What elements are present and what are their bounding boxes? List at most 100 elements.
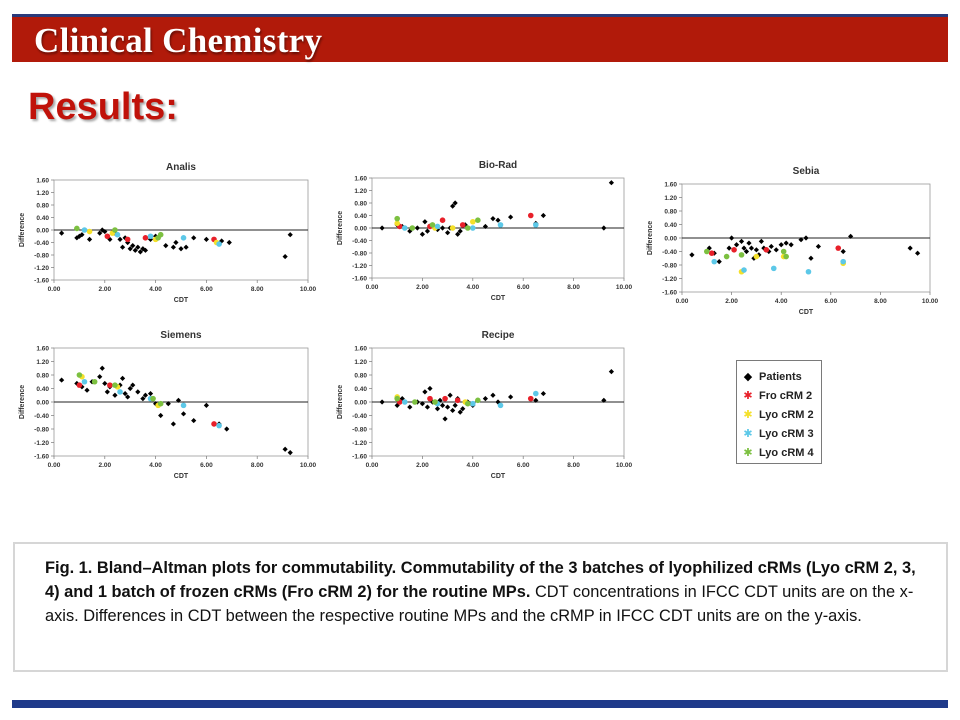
x-axis-label: CDT — [491, 295, 506, 302]
y-tick-label: -0.80 — [352, 251, 367, 258]
point-fro-crm-2 — [835, 245, 842, 251]
x-tick-label: 4.00 — [775, 298, 788, 305]
y-tick-label: 1.60 — [354, 346, 367, 353]
point-patients — [460, 406, 466, 412]
point-patients — [287, 450, 293, 456]
point-fro-crm-2 — [454, 397, 461, 404]
point-patients — [424, 228, 431, 234]
point-patients — [726, 245, 732, 251]
point-patients — [125, 239, 131, 246]
point-patients — [746, 240, 752, 246]
x-tick-label: 2.00 — [416, 462, 429, 469]
point-patients — [226, 239, 232, 246]
point-patients — [419, 401, 425, 407]
point-lyo-crm-4 — [432, 399, 438, 405]
point-patients — [729, 235, 735, 241]
point-lyo-crm-3 — [180, 235, 187, 241]
y-tick-label: -1.60 — [352, 454, 367, 461]
point-lyo-crm-4 — [783, 253, 789, 260]
point-patients — [508, 394, 514, 400]
x-tick-label: 8.00 — [874, 298, 887, 305]
point-patients — [788, 242, 794, 248]
y-tick-label: 0.00 — [36, 228, 49, 235]
point-patients — [112, 392, 118, 398]
y-tick-label: -1.20 — [34, 440, 49, 447]
y-tick-label: 1.20 — [36, 359, 49, 366]
x-tick-label: 0.00 — [48, 286, 61, 293]
y-tick-label: 0.40 — [36, 215, 49, 222]
legend-label: Lyo cRM 2 — [759, 408, 814, 421]
point-patients — [455, 231, 461, 237]
top-margin — [0, 0, 960, 14]
point-lyo-crm-4 — [76, 372, 83, 378]
point-patients — [540, 212, 546, 219]
point-patients — [741, 245, 747, 251]
point-patients — [803, 235, 809, 241]
point-fro-crm-2 — [142, 235, 149, 241]
y-tick-label: -0.40 — [34, 240, 49, 247]
point-lyo-crm-3 — [147, 233, 154, 240]
point-patients — [508, 214, 514, 220]
y-tick-label: 1.60 — [664, 182, 677, 189]
point-lyo-crm-3 — [533, 222, 539, 228]
point-lyo-crm-3 — [117, 389, 123, 395]
point-patients — [482, 223, 488, 230]
point-patients — [97, 374, 103, 380]
x-tick-label: 8.00 — [567, 462, 580, 469]
y-tick-label: -0.40 — [34, 413, 49, 420]
point-lyo-crm-3 — [216, 422, 222, 429]
y-tick-label: -0.40 — [352, 413, 367, 420]
y-tick-label: -1.60 — [34, 454, 49, 461]
point-lyo-crm-4 — [157, 231, 164, 238]
point-lyo-crm-2 — [86, 228, 93, 235]
point-patients — [282, 253, 288, 260]
point-lyo-crm-4 — [74, 225, 80, 232]
point-patients — [102, 380, 108, 387]
point-patients — [490, 392, 496, 398]
x-tick-label: 2.00 — [725, 298, 738, 305]
x-tick-label: 6.00 — [200, 286, 213, 293]
figure-caption: Fig. 1. Bland–Altman plots for commutabi… — [13, 542, 948, 672]
y-tick-label: 0.40 — [36, 386, 49, 393]
x-tick-label: 8.00 — [567, 284, 580, 291]
point-lyo-crm-3 — [401, 399, 408, 405]
y-axis-label: Difference — [19, 213, 26, 247]
point-patients — [439, 402, 446, 408]
y-tick-label: 0.80 — [36, 203, 49, 210]
star-marker-icon: ✱ — [743, 447, 753, 459]
plot-analis: Analis 1.60 1.20 0.80 0.40 0.00 -0.40 -0.80 -1.2… — [19, 162, 317, 304]
x-tick-label: 8.00 — [251, 462, 264, 469]
point-patients — [170, 421, 176, 427]
point-patients — [140, 246, 146, 252]
point-patients — [180, 411, 187, 417]
point-patients — [379, 399, 385, 405]
point-patients — [915, 250, 921, 256]
point-lyo-crm-4 — [464, 400, 471, 407]
point-patients — [733, 242, 740, 248]
point-patients — [482, 396, 488, 402]
x-tick-label: 6.00 — [824, 298, 837, 305]
point-lyo-crm-3 — [216, 241, 222, 247]
point-patients — [778, 242, 784, 248]
y-tick-label: -0.80 — [34, 253, 49, 260]
point-lyo-crm-4 — [112, 227, 118, 233]
point-lyo-crm-3 — [533, 390, 539, 397]
point-patients — [59, 377, 65, 383]
point-fro-crm-2 — [211, 421, 217, 427]
legend-item-lyo-crm2: ✱ Lyo cRM 2 — [741, 405, 817, 424]
y-tick-label: -1.20 — [34, 265, 49, 272]
point-patients — [102, 228, 108, 235]
footer-bar — [12, 700, 948, 708]
point-patients — [450, 407, 456, 414]
point-lyo-crm-3 — [470, 400, 476, 407]
point-lyo-crm-2 — [394, 220, 400, 227]
point-patients — [414, 225, 420, 231]
y-axis-label: Difference — [19, 385, 26, 419]
point-lyo-crm-3 — [770, 265, 777, 272]
y-tick-label: 1.60 — [36, 178, 49, 185]
point-fro-crm-2 — [442, 395, 448, 402]
point-patients — [158, 412, 164, 419]
point-patients — [137, 249, 143, 255]
y-tick-label: 0.00 — [354, 400, 367, 407]
point-patients — [608, 180, 614, 186]
